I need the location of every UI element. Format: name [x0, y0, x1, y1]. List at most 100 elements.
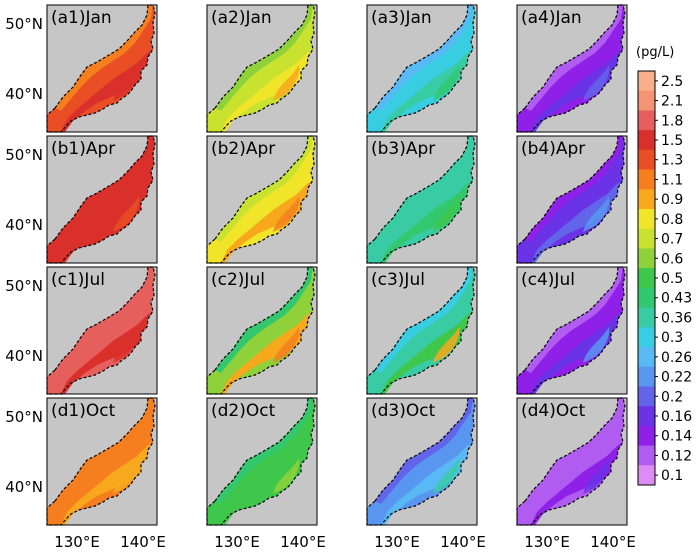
- panel-label: (a4)Jan: [521, 8, 582, 28]
- coastline: [46, 4, 156, 133]
- concentration-band-inland: [531, 311, 623, 394]
- concentration-band-inland: [61, 442, 153, 525]
- panel-label: (d1)Oct: [51, 401, 116, 421]
- concentration-patch: [273, 196, 300, 232]
- colorbar-level-label: 0.2: [661, 389, 683, 405]
- panel-frame: [46, 266, 158, 395]
- concentration-patch: [433, 196, 460, 232]
- panel-label: (d3)Oct: [371, 401, 436, 421]
- colorbar-swatch: [638, 189, 655, 210]
- colorbar-level-label: 0.6: [661, 251, 683, 267]
- concentration-band-inland: [531, 180, 623, 263]
- concentration-band-inland: [61, 180, 153, 263]
- concentration-patch: [273, 327, 300, 363]
- colorbar-swatch: [638, 248, 655, 269]
- longitude-tick-label: 130°E: [374, 533, 420, 551]
- longitude-tick-label: 130°E: [54, 533, 100, 551]
- panel-frame: [206, 397, 318, 526]
- coastline: [46, 397, 156, 526]
- map-panel-1-3: (b4)Apr: [516, 135, 628, 264]
- colorbar-swatch: [638, 209, 655, 230]
- colorbar-level-label: 0.36: [661, 310, 692, 326]
- concentration-band-inland: [381, 180, 473, 263]
- concentration-band-inland: [61, 311, 153, 394]
- panel-frame: [366, 4, 478, 133]
- colorbar-swatch: [638, 149, 655, 171]
- coastline: [516, 135, 626, 264]
- panel-label: (c1)Jul: [51, 270, 105, 290]
- panel-frame: [516, 397, 628, 526]
- colorbar-level-label: 0.5: [661, 271, 683, 287]
- concentration-patch: [273, 65, 300, 101]
- panel-frame: [46, 397, 158, 526]
- panel-frame: [516, 4, 628, 133]
- colorbar-level-label: 2.1: [661, 94, 683, 110]
- concentration-band-mid: [381, 136, 475, 250]
- map-panel-1-1: (b2)Apr: [206, 135, 318, 264]
- concentration-band-inland: [221, 180, 313, 263]
- coastline: [206, 4, 316, 133]
- panel-frame: [46, 4, 158, 133]
- concentration-band-inland: [531, 49, 623, 132]
- concentration-patch: [273, 458, 300, 494]
- concentration-band-inland: [221, 442, 313, 525]
- concentration-band-mid: [531, 136, 625, 250]
- map-panel-1-2: (b3)Apr: [366, 135, 478, 264]
- colorbar-swatch: [638, 366, 655, 387]
- longitude-tick-label: 140°E: [280, 533, 326, 551]
- panel-label: (c3)Jul: [371, 270, 425, 290]
- longitude-tick-label: 140°E: [590, 533, 636, 551]
- colorbar-unit: (pg/L): [636, 45, 674, 60]
- map-panel-2-0: (c1)Jul: [46, 266, 158, 395]
- coastline: [366, 135, 476, 264]
- colorbar: (pg/L) 2.5 2.1 1.8 1.5 1.3 1.1 0.9 0.8 0.7 0.6 0.5 0…: [636, 45, 692, 486]
- concentration-band-inland: [531, 442, 623, 525]
- latitude-tick-label: 50°N: [5, 277, 43, 295]
- colorbar-swatch: [638, 228, 655, 249]
- concentration-band-mid: [531, 267, 625, 381]
- map-panel-0-0: (a1)Jan: [46, 4, 158, 133]
- concentration-patch: [433, 65, 460, 101]
- panel-label: (a2)Jan: [211, 8, 272, 28]
- coastline: [46, 266, 156, 395]
- colorbar-level-label: 2.5: [661, 74, 683, 90]
- panel-label: (c4)Jul: [521, 270, 575, 290]
- coastline: [206, 397, 316, 526]
- colorbar-swatch: [638, 130, 655, 151]
- coastline: [366, 397, 476, 526]
- longitude-tick-label: 130°E: [524, 533, 570, 551]
- concentration-patch: [583, 65, 610, 101]
- colorbar-swatch: [638, 110, 655, 131]
- map-panel-0-3: (a4)Jan: [516, 4, 628, 133]
- colorbar-swatch: [638, 445, 655, 466]
- colorbar-level-label: 0.43: [661, 291, 692, 307]
- map-panel-2-1: (c2)Jul: [206, 266, 318, 395]
- panel-label: (d4)Oct: [521, 401, 586, 421]
- colorbar-swatch: [638, 287, 655, 309]
- panel-frame: [366, 397, 478, 526]
- latitude-tick-label: 40°N: [5, 347, 43, 365]
- colorbar-swatch: [638, 425, 655, 447]
- concentration-band-inland: [381, 442, 473, 525]
- panel-label: (b2)Apr: [211, 139, 275, 159]
- panel-label: (c2)Jul: [211, 270, 265, 290]
- panel-frame: [516, 266, 628, 395]
- map-panel-2-3: (c4)Jul: [516, 266, 628, 395]
- panel-frame: [366, 266, 478, 395]
- colorbar-swatch: [638, 386, 655, 407]
- colorbar-swatch: [638, 327, 655, 348]
- colorbar-level-label: 0.26: [661, 350, 692, 366]
- concentration-band-inland: [381, 311, 473, 394]
- latitude-tick-label: 40°N: [5, 216, 43, 234]
- colorbar-level-label: 0.8: [661, 212, 683, 228]
- coastline: [206, 266, 316, 395]
- latitude-tick-label: 50°N: [5, 146, 43, 164]
- concentration-band-inland: [221, 49, 313, 132]
- longitude-tick-label: 130°E: [214, 533, 260, 551]
- coastline: [516, 397, 626, 526]
- longitude-tick-label: 140°E: [120, 533, 166, 551]
- concentration-band-mid: [221, 398, 315, 512]
- panel-frame: [206, 135, 318, 264]
- colorbar-level-label: 1.3: [661, 153, 683, 169]
